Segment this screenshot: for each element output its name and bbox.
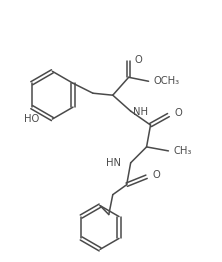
Text: OCH₃: OCH₃ <box>153 76 180 86</box>
Text: NH: NH <box>133 107 148 117</box>
Text: O: O <box>135 55 142 66</box>
Text: CH₃: CH₃ <box>173 146 192 156</box>
Text: HN: HN <box>106 158 121 168</box>
Text: O: O <box>153 170 160 180</box>
Text: HO: HO <box>24 114 40 124</box>
Text: O: O <box>174 108 182 118</box>
